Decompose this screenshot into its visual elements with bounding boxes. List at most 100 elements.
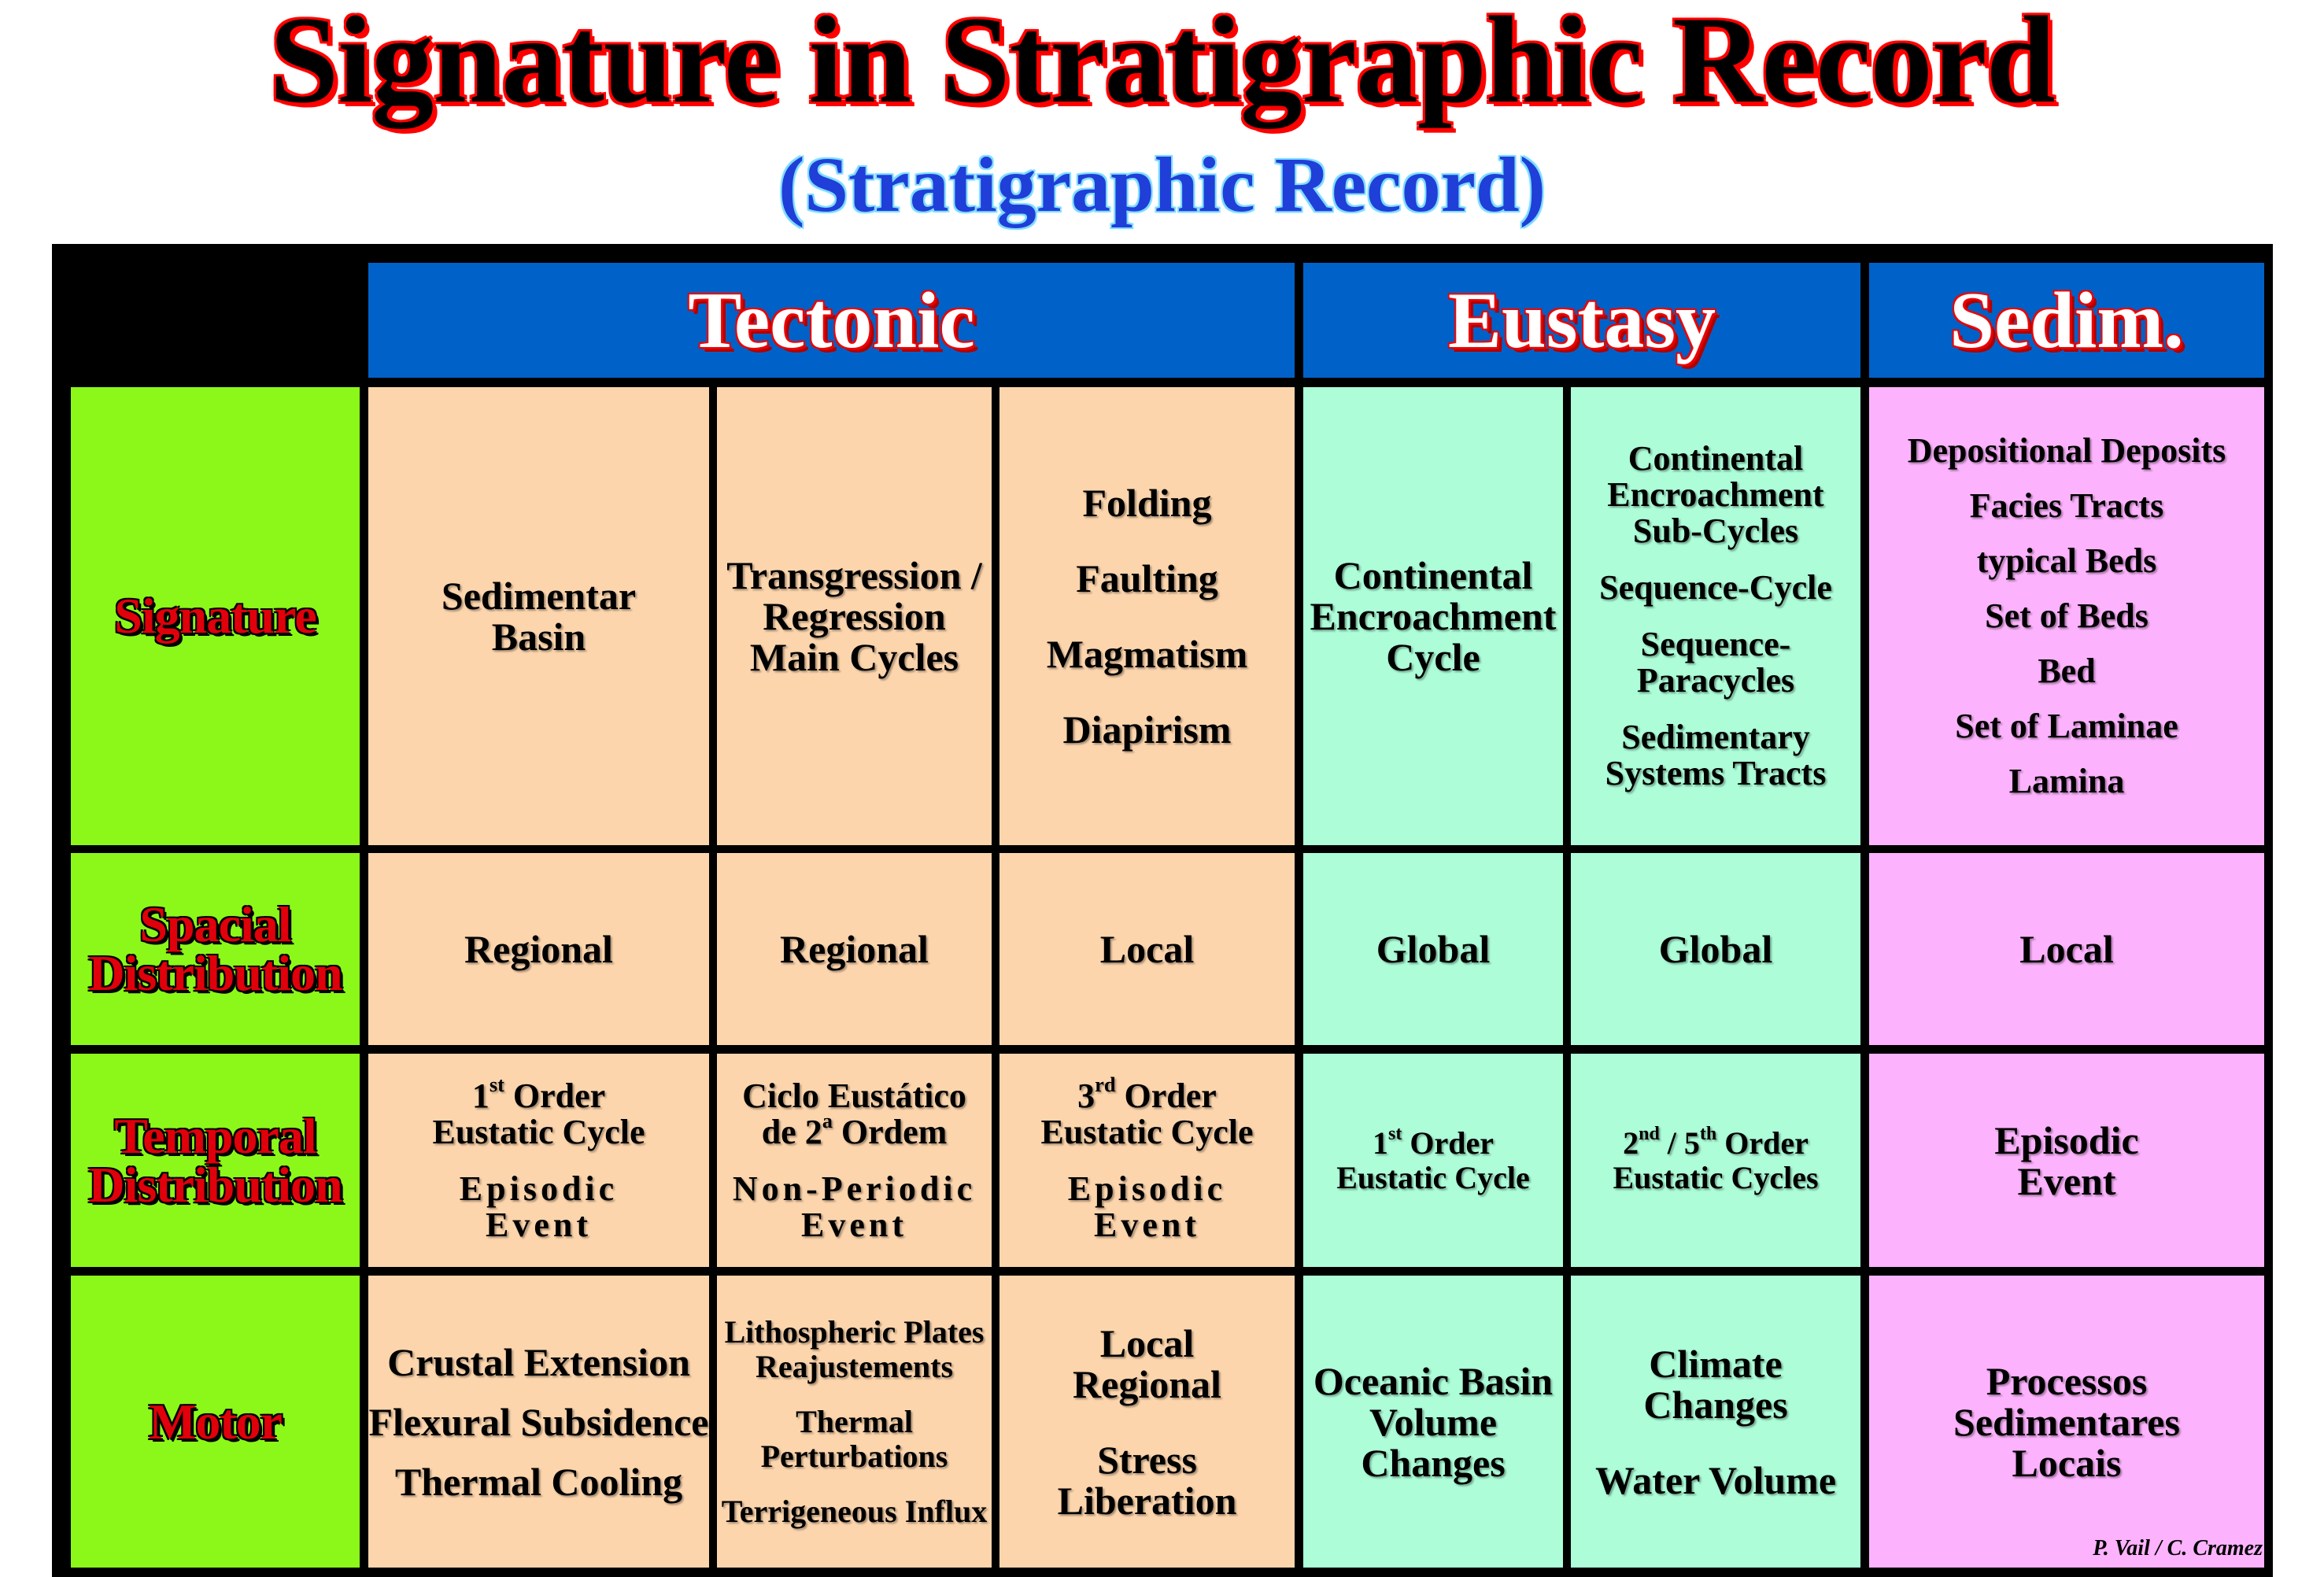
cell-text: Thermal Cooling bbox=[394, 1459, 683, 1504]
temporal-c1: 1st Order Eustatic Cycle Episodic Event bbox=[368, 1054, 709, 1267]
order-suffix: st bbox=[1388, 1123, 1402, 1144]
cell-text: Lithospheric Plates bbox=[724, 1313, 985, 1350]
cell-text: Sedimentary bbox=[1621, 718, 1810, 756]
cell-text: Regional bbox=[780, 927, 929, 971]
cell-text: Faulting bbox=[1076, 556, 1218, 600]
row-label-signature-text: Signature bbox=[114, 588, 317, 644]
cell-text: Perturbations bbox=[760, 1438, 948, 1474]
cell-text: Sedimentares bbox=[1953, 1399, 2180, 1444]
cell-text: Encroachment bbox=[1607, 475, 1824, 514]
temporal-c6: Episodic Event bbox=[1869, 1054, 2264, 1267]
spacial-c4: Global bbox=[1303, 853, 1563, 1045]
cell-text: Set of Laminae bbox=[1955, 707, 2178, 745]
cell-text: Non-Periodic bbox=[732, 1169, 977, 1208]
order-number: 1 bbox=[1373, 1125, 1389, 1161]
cell-text: Reajustements bbox=[755, 1348, 954, 1384]
cell-text: Diapirism bbox=[1062, 707, 1232, 752]
header-tectonic-label: Tectonic bbox=[688, 275, 975, 365]
order-number: de 2 bbox=[761, 1112, 822, 1151]
cell-text: Ciclo Eustático bbox=[742, 1076, 966, 1115]
cell-text: Event bbox=[486, 1205, 592, 1244]
temporal-c2: Ciclo Eustático de 2a Ordem Non-Periodic… bbox=[717, 1054, 992, 1267]
temporal-c5: 2nd / 5th Order Eustatic Cycles bbox=[1571, 1054, 1860, 1267]
header-sedim-label: Sedim. bbox=[1949, 275, 2184, 365]
header-tectonic: Tectonic bbox=[368, 263, 1295, 378]
header-eustasy-label: Eustasy bbox=[1447, 275, 1716, 365]
spacial-c2: Regional bbox=[717, 853, 992, 1045]
cell-text: Encroachment bbox=[1310, 594, 1557, 638]
cell-text: Liberation bbox=[1057, 1478, 1237, 1523]
cell-text: Systems Tracts bbox=[1605, 754, 1827, 792]
order-number: 1 bbox=[471, 1076, 490, 1115]
cell-text: Local bbox=[1099, 1320, 1195, 1365]
cell-text: Facies Tracts bbox=[1969, 486, 2164, 525]
cell-text: Set of Beds bbox=[1985, 596, 2148, 635]
spacial-c3: Local bbox=[999, 853, 1295, 1045]
cell-text: Local bbox=[1099, 927, 1195, 971]
order-suffix: rd bbox=[1095, 1072, 1116, 1096]
cell-text: Regional bbox=[464, 927, 613, 971]
cell-text: Depositional Deposits bbox=[1907, 431, 2226, 470]
author-credit: P. Vail / C. Cramez bbox=[2093, 1536, 2263, 1560]
row-label-spacial: Spacial Distribution bbox=[71, 853, 360, 1045]
cell-text: Climate bbox=[1649, 1341, 1783, 1386]
motor-c1: Crustal Extension Flexural Subsidence Th… bbox=[368, 1276, 709, 1568]
cell-text: Locais bbox=[2012, 1440, 2122, 1485]
cell-text: Bed bbox=[2038, 652, 2096, 690]
motor-c3: Local Regional Stress Liberation bbox=[999, 1276, 1295, 1568]
cell-text: Processos bbox=[1986, 1358, 2148, 1403]
order-suffix: a bbox=[822, 1108, 833, 1132]
cell-text: Changes bbox=[1643, 1382, 1788, 1427]
cell-text: Flexural Subsidence bbox=[368, 1399, 709, 1444]
order-suffix: th bbox=[1699, 1123, 1717, 1144]
order-separator: / 5 bbox=[1659, 1125, 1700, 1161]
header-sedim: Sedim. bbox=[1869, 263, 2264, 378]
cell-text: Eustatic Cycle bbox=[1040, 1112, 1254, 1151]
cell-text: Episodic bbox=[1994, 1117, 2139, 1162]
row-label-temporal: Temporal Distribution bbox=[71, 1054, 360, 1267]
cell-text: Main Cycles bbox=[749, 635, 959, 679]
row-label-spacial-line2: Distribution bbox=[88, 945, 342, 1001]
order-word: Order bbox=[504, 1076, 606, 1115]
order-suffix: st bbox=[489, 1072, 504, 1096]
cell-text: Eustatic Cycles bbox=[1613, 1159, 1819, 1195]
row-label-motor: Motor bbox=[71, 1276, 360, 1568]
cell-text: Event bbox=[1094, 1205, 1200, 1244]
spacial-c6: Local bbox=[1869, 853, 2264, 1045]
cell-text: Global bbox=[1376, 927, 1491, 971]
signature-main-cycles: Transgression / Regression Main Cycles bbox=[717, 387, 992, 845]
motor-c2: Lithospheric Plates Reajustements Therma… bbox=[717, 1276, 992, 1568]
cell-text: Episodic bbox=[1067, 1169, 1227, 1208]
cell-text: Eustatic Cycle bbox=[1336, 1159, 1530, 1195]
order-word: Order bbox=[1115, 1076, 1217, 1115]
spacial-c1: Regional bbox=[368, 853, 709, 1045]
order-number: 3 bbox=[1077, 1076, 1095, 1115]
cell-text: Sequence- bbox=[1640, 625, 1791, 663]
cell-text: Continental bbox=[1333, 553, 1533, 597]
cell-text: Cycle bbox=[1386, 635, 1480, 679]
cell-text: Oceanic Basin bbox=[1313, 1358, 1554, 1403]
cell-text: Continental bbox=[1628, 439, 1804, 478]
header-eustasy: Eustasy bbox=[1303, 263, 1860, 378]
cell-text: typical Beds bbox=[1976, 541, 2157, 580]
row-label-signature: Signature bbox=[71, 387, 360, 845]
signature-sedimentar-basin: Sedimentar Basin bbox=[368, 387, 709, 845]
row-label-temporal-line1: Temporal bbox=[114, 1107, 316, 1164]
row-label-motor-text: Motor bbox=[148, 1393, 283, 1450]
cell-text: Regression bbox=[763, 594, 946, 638]
order-word: Order bbox=[1716, 1125, 1809, 1161]
order-word: Ordem bbox=[832, 1112, 948, 1151]
order-suffix: nd bbox=[1639, 1123, 1660, 1144]
cell-text: Changes bbox=[1361, 1440, 1506, 1485]
cell-text: Sedimentar bbox=[441, 574, 637, 618]
row-label-spacial-line1: Spacial bbox=[139, 896, 291, 952]
order-word: Order bbox=[1402, 1125, 1494, 1161]
temporal-c3: 3rd Order Eustatic Cycle Episodic Event bbox=[999, 1054, 1295, 1267]
cell-text: Eustatic Cycle bbox=[432, 1112, 645, 1151]
row-label-temporal-line2: Distribution bbox=[88, 1156, 342, 1213]
cell-text: Basin bbox=[491, 615, 586, 659]
cell-text: Transgression / bbox=[726, 553, 982, 597]
signature-sub-cycles: Continental Encroachment Sub-Cycles Sequ… bbox=[1571, 387, 1860, 845]
page-subtitle: (Stratigraphic Record) bbox=[778, 141, 1546, 228]
cell-text: Sub-Cycles bbox=[1632, 512, 1799, 550]
